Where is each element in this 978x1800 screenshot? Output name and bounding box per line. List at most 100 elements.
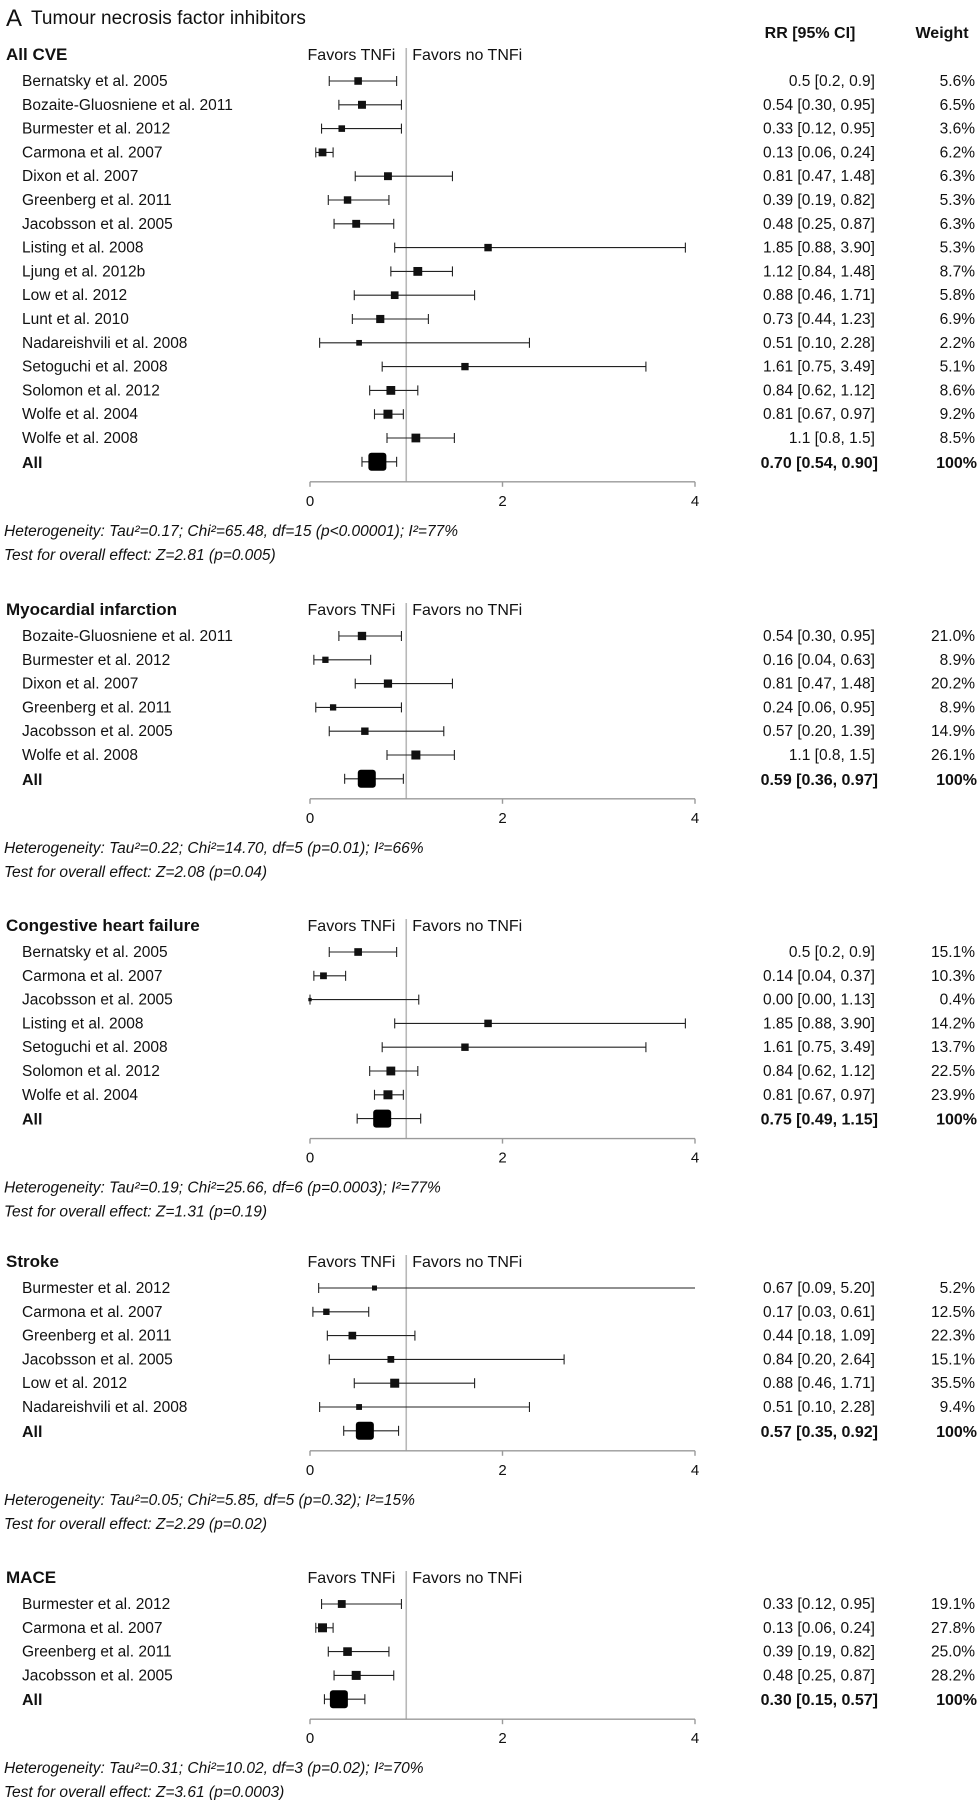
weight-value: 8.9% [940,652,976,669]
rr-ci-value: 0.81 [0.47, 1.48] [763,676,875,693]
study-row: Jacobsson et al. 2005 0.84 [0.20, 2.64] 15… [22,1351,975,1368]
study-name: Burmester et al. 2012 [22,1596,170,1613]
study-row: Carmona et al. 2007 0.13 [0.06, 0.24] 6.2% [22,144,975,161]
subgroup-title: MACE [6,1568,56,1587]
study-row: Jacobsson et al. 2005 0.00 [0.00, 1.13] 0.… [22,992,975,1009]
effect-marker [352,219,361,228]
overall-effect-test: Test for overall effect: Z=2.81 (p=0.005… [4,547,276,564]
effect-marker [411,433,421,443]
heterogeneity-stat: Heterogeneity: Tau²=0.31; Chi²=10.02, df… [4,1760,424,1777]
study-name: Jacobsson et al. 2005 [22,1667,173,1684]
study-name: Greenberg et al. 2011 [22,192,172,209]
study-row: Bozaite-Gluosniene et al. 2011 0.54 [0.30… [22,97,975,114]
forest-panel: Myocardial infarction Favors TNFi Favors n… [4,600,977,881]
x-tick-label: 0 [306,1462,314,1479]
favors-no-tnfi-label: Favors no TNFi [412,1254,522,1271]
pooled-marker [368,452,387,471]
rr-ci-value: 0.51 [0.10, 2.28] [763,1399,875,1416]
study-row: Wolfe et al. 2004 0.81 [0.67, 0.97] 23.9% [22,1087,975,1104]
weight-value: 23.9% [931,1087,975,1104]
rr-ci-value: 0.57 [0.20, 1.39] [763,723,875,740]
rr-ci-value: 0.67 [0.09, 5.20] [763,1280,875,1297]
weight-value: 10.3% [931,968,975,985]
effect-marker [383,1090,393,1100]
weight-value: 20.2% [931,676,975,693]
study-row: Jacobsson et al. 2005 0.48 [0.25, 0.87] 6.… [22,216,975,233]
rr-ci-value: 0.44 [0.18, 1.09] [763,1328,875,1345]
study-name: Dixon et al. 2007 [22,168,138,185]
study-row: Carmona et al. 2007 0.17 [0.03, 0.61] 12.5… [22,1304,975,1321]
effect-marker [322,656,329,663]
effect-marker [357,100,366,109]
effect-marker [357,631,367,641]
rr-ci-value: 0.54 [0.30, 0.95] [763,628,875,645]
study-row: Low et al. 2012 0.88 [0.46, 1.71] 5.8% [22,287,975,304]
study-name: Wolfe et al. 2004 [22,1087,138,1104]
favors-tnfi-label: Favors TNFi [308,602,396,619]
study-row: Bernatsky et al. 2005 0.5 [0.2, 0.9] 15.1% [22,944,975,961]
study-row: Solomon et al. 2012 0.84 [0.62, 1.12] 22.5… [22,1063,975,1080]
favors-tnfi-label: Favors TNFi [308,918,396,935]
study-name: Jacobsson et al. 2005 [22,992,173,1009]
study-row: Dixon et al. 2007 0.81 [0.47, 1.48] 6.3% [22,168,975,185]
effect-marker [484,1019,492,1028]
heterogeneity-stat: Heterogeneity: Tau²=0.05; Chi²=5.85, df=… [4,1492,415,1509]
effect-marker [383,409,393,419]
weight-value: 22.5% [931,1063,975,1080]
study-row: Nadareishvili et al. 2008 0.51 [0.10, 2.2… [22,335,975,352]
study-name: Lunt et al. 2010 [22,311,129,328]
pooled-weight-value: 100% [936,1112,977,1129]
study-row: Greenberg et al. 2011 0.39 [0.19, 0.82] 25… [22,1644,975,1661]
rr-ci-value: 0.39 [0.19, 0.82] [763,192,875,209]
study-name: Jacobsson et al. 2005 [22,723,173,740]
rr-ci-value: 0.84 [0.62, 1.12] [763,382,875,399]
effect-marker [387,1356,395,1363]
overall-effect-test: Test for overall effect: Z=2.29 (p=0.02) [4,1516,267,1533]
rr-ci-value: 0.39 [0.19, 0.82] [763,1644,875,1661]
rr-ci-value: 1.61 [0.75, 3.49] [763,1039,875,1056]
forest-panel: Stroke Favors TNFi Favors no TNFi Burmester… [4,1252,977,1533]
rr-ci-value: 0.84 [0.62, 1.12] [763,1063,875,1080]
pooled-label: All [22,772,42,789]
weight-value: 6.5% [940,97,976,114]
favors-tnfi-label: Favors TNFi [308,1570,396,1587]
weight-value: 5.3% [940,192,976,209]
rr-ci-value: 0.13 [0.06, 0.24] [763,144,875,161]
x-tick-label: 2 [498,1730,506,1747]
study-row: Burmester et al. 2012 0.67 [0.09, 5.20] 5.… [22,1280,975,1297]
study-name: Carmona et al. 2007 [22,1620,162,1637]
subgroup-title: Stroke [6,1252,59,1271]
weight-value: 15.1% [931,944,975,961]
study-row: Carmona et al. 2007 0.13 [0.06, 0.24] 27.8… [22,1620,975,1637]
weight-value: 13.7% [931,1039,975,1056]
x-tick-label: 4 [691,493,699,510]
pooled-label: All [22,1112,42,1129]
rr-ci-value: 0.84 [0.20, 2.64] [763,1351,875,1368]
pooled-marker [355,1421,374,1440]
rr-ci-value: 0.88 [0.46, 1.71] [763,1375,875,1392]
favors-tnfi-label: Favors TNFi [308,47,396,64]
study-name: Low et al. 2012 [22,287,127,304]
weight-value: 5.3% [940,240,976,257]
weight-value: 6.2% [940,144,976,161]
rr-ci-value: 0.81 [0.67, 0.97] [763,406,875,423]
rr-ci-value: 0.5 [0.2, 0.9] [789,73,875,90]
x-tick-label: 4 [691,810,699,827]
effect-marker [354,77,362,85]
overall-effect-test: Test for overall effect: Z=3.61 (p=0.000… [4,1784,284,1800]
x-tick-label: 2 [498,493,506,510]
favors-no-tnfi-label: Favors no TNFi [412,47,522,64]
pooled-row: All 0.70 [0.54, 0.90] 100% [22,452,977,472]
effect-marker [354,948,362,956]
panel-letter: A [6,5,22,32]
rr-ci-value: 1.12 [0.84, 1.48] [763,263,875,280]
rr-ci-value: 0.48 [0.25, 0.87] [763,216,875,233]
weight-value: 27.8% [931,1620,975,1637]
weight-value: 5.1% [940,359,976,376]
study-name: Low et al. 2012 [22,1375,127,1392]
study-name: Nadareishvili et al. 2008 [22,335,187,352]
pooled-row: All 0.57 [0.35, 0.92] 100% [22,1421,977,1441]
effect-marker [323,1308,330,1315]
rr-ci-value: 1.1 [0.8, 1.5] [789,430,875,447]
effect-marker [461,362,469,371]
